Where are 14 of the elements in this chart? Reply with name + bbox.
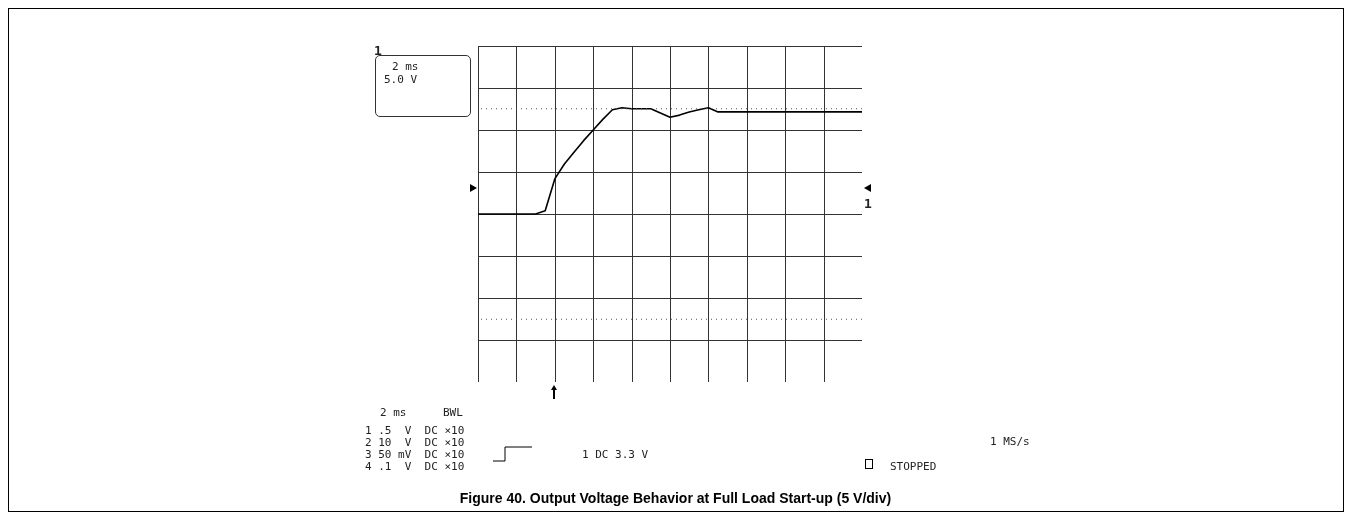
text: 1 [374, 43, 382, 58]
text: 1 .5 V DC ×10 [365, 424, 465, 437]
text: 1 [864, 196, 872, 211]
text: 4 .1 V DC ×10 [365, 460, 465, 473]
text: 2 10 V DC ×10 [365, 436, 465, 449]
text: 5.0 V [384, 73, 418, 86]
text: STOPPED [890, 460, 937, 473]
text: BWL [443, 406, 463, 419]
text: 1 MS/s [990, 435, 1030, 448]
text: Figure 40. Output Voltage Behavior at Full Load Start-up (5 V/div) [458, 490, 893, 506]
text: 2 ms [380, 406, 407, 419]
text: 3 50 mV DC ×10 [365, 448, 465, 461]
text: 1 DC 3.3 V [582, 448, 649, 461]
text: 2 ms [392, 60, 419, 73]
